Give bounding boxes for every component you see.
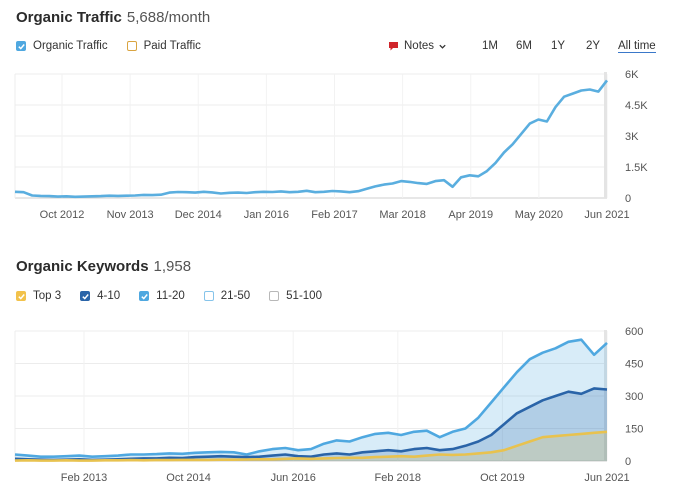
y-tick-label: 300 xyxy=(625,391,643,403)
notes-label: Notes xyxy=(404,40,435,52)
y-tick-label: 6K xyxy=(625,69,639,81)
y-tick-label: 150 xyxy=(625,424,643,436)
notes-dropdown[interactable]: Notes xyxy=(388,40,447,52)
x-tick-label: Mar 2018 xyxy=(379,209,425,221)
x-tick-label: Nov 2013 xyxy=(107,209,154,221)
organic-keywords-value: 1,958 xyxy=(153,258,192,275)
checkbox-checked-icon[interactable] xyxy=(16,291,26,301)
checkbox-unchecked-icon[interactable] xyxy=(203,291,214,301)
series-line xyxy=(14,79,609,199)
y-axis-labels: 600 450 300 150 0 xyxy=(625,326,643,468)
y-tick-label: 4.5K xyxy=(625,100,648,112)
legend-top-3[interactable]: Top 3 xyxy=(16,290,61,302)
organic-keywords-legend: Top 3 4-10 11-20 21-50 51-100 xyxy=(16,290,341,302)
legend-label: Organic Traffic xyxy=(33,40,108,52)
x-tick-label: Feb 2018 xyxy=(375,472,421,484)
legend-label: Top 3 xyxy=(33,290,62,302)
range-1y-button[interactable]: 1Y xyxy=(551,40,566,52)
x-tick-label: May 2020 xyxy=(515,209,563,221)
x-tick-label: Dec 2014 xyxy=(175,209,222,221)
checkbox-checked-icon[interactable] xyxy=(139,291,150,301)
range-1m-button[interactable]: 1M xyxy=(482,40,498,52)
chart-scroll-handle[interactable] xyxy=(604,330,607,461)
x-tick-label: Oct 2019 xyxy=(480,472,525,484)
x-tick-label: Jun 2016 xyxy=(271,472,316,484)
x-axis-labels: Oct 2012 Nov 2013 Dec 2014 Jan 2016 Feb 2017… xyxy=(40,209,630,221)
x-tick-label: Oct 2012 xyxy=(40,209,85,221)
chart-series xyxy=(14,338,608,462)
chart-grid xyxy=(14,73,608,199)
checkbox-checked-icon[interactable] xyxy=(16,41,26,51)
range-all-time-button[interactable]: All time xyxy=(618,40,656,53)
x-tick-label: Jun 2021 xyxy=(584,209,629,221)
legend-label: 21-50 xyxy=(220,290,251,302)
y-tick-label: 0 xyxy=(625,193,631,205)
y-tick-label: 600 xyxy=(625,326,643,338)
y-axis-labels: 6K 4.5K 3K 1.5K 0 xyxy=(625,69,648,205)
x-tick-label: Jan 2016 xyxy=(244,209,289,221)
organic-traffic-chart: 6K 4.5K 3K 1.5K 0 Oct 2012 Nov 2013 Dec 2014 Ja… xyxy=(14,69,648,221)
organic-keywords-title: Organic Keywords 1,958 xyxy=(16,258,191,275)
x-tick-label: Apr 2019 xyxy=(448,209,493,221)
legend-paid-traffic[interactable]: Paid Traffic xyxy=(126,40,201,52)
series-area xyxy=(15,388,607,461)
legend-label: 4-10 xyxy=(97,290,121,302)
range-2y-button[interactable]: 2Y xyxy=(586,40,601,52)
organic-traffic-value: 5,688/month xyxy=(126,9,211,26)
x-tick-label: Jun 2021 xyxy=(584,472,629,484)
series-line xyxy=(14,338,608,458)
legend-label: 51-100 xyxy=(286,290,322,302)
x-tick-label: Feb 2017 xyxy=(311,209,357,221)
organic-keywords-label: Organic Keywords xyxy=(16,258,149,275)
legend-51-100[interactable]: 51-100 xyxy=(269,290,322,302)
y-tick-label: 1.5K xyxy=(625,162,648,174)
y-tick-label: 3K xyxy=(625,131,639,143)
x-tick-label: Oct 2014 xyxy=(166,472,211,484)
chart-series xyxy=(14,79,609,199)
series-area xyxy=(15,431,607,461)
legend-label: 11-20 xyxy=(156,290,185,302)
checkbox-checked-icon[interactable] xyxy=(80,291,91,301)
chart-scroll-handle[interactable] xyxy=(604,72,607,198)
checkbox-unchecked-icon[interactable] xyxy=(269,291,280,301)
legend-4-10[interactable]: 4-10 xyxy=(80,290,120,302)
legend-label: Paid Traffic xyxy=(143,40,201,52)
legend-21-50[interactable]: 21-50 xyxy=(203,290,251,302)
chevron-down-icon xyxy=(439,44,446,49)
notes-icon xyxy=(389,42,398,51)
organic-traffic-label: Organic Traffic xyxy=(16,9,122,26)
y-tick-label: 450 xyxy=(625,359,643,371)
y-tick-label: 0 xyxy=(625,456,631,468)
legend-organic-traffic[interactable]: Organic Traffic xyxy=(16,40,108,52)
organic-traffic-title: Organic Traffic 5,688/month xyxy=(16,9,210,26)
series-line xyxy=(14,430,608,462)
organic-traffic-legend: Organic Traffic Paid Traffic xyxy=(16,40,220,52)
range-6m-button[interactable]: 6M xyxy=(516,40,532,52)
legend-11-20[interactable]: 11-20 xyxy=(139,290,185,302)
x-tick-label: Feb 2013 xyxy=(61,472,107,484)
x-axis-labels: Feb 2013 Oct 2014 Jun 2016 Feb 2018 Oct 2019… xyxy=(61,472,630,484)
checkbox-unchecked-icon[interactable] xyxy=(126,41,137,51)
